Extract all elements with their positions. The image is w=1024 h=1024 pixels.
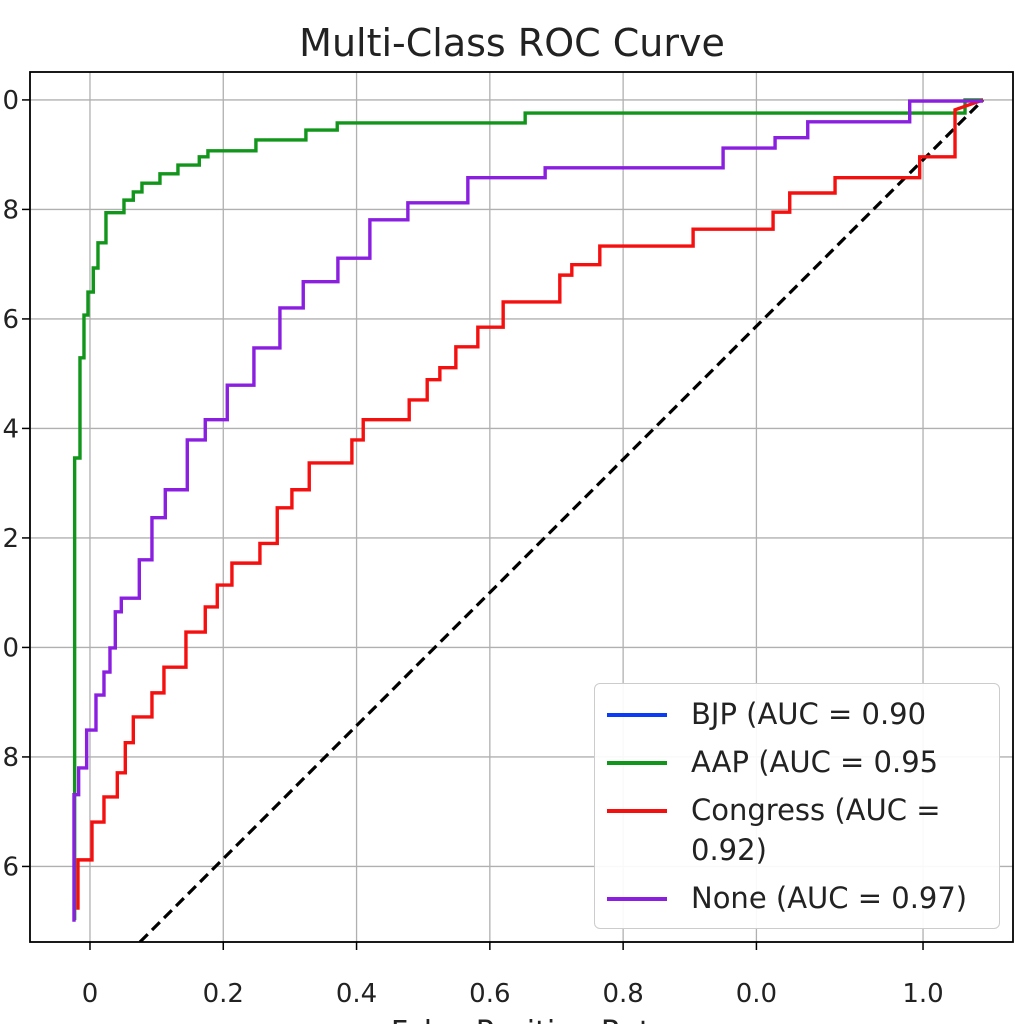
x-tick-label: 0.8	[602, 979, 643, 1009]
chart-title: Multi-Class ROC Curve	[299, 21, 725, 65]
x-axis-label: False Positive Rete	[391, 1015, 669, 1024]
legend-swatch	[607, 713, 667, 717]
roc-curve	[72, 98, 984, 921]
legend-entry: AAP (AUC = 0.95	[595, 738, 999, 786]
legend-swatch	[607, 897, 667, 901]
y-tick-label: 2	[2, 524, 19, 554]
y-tick-label: 0	[2, 633, 19, 663]
plot-area	[72, 98, 985, 942]
y-tick-label: 0	[2, 86, 19, 116]
roc-curve	[76, 98, 984, 910]
legend-label: None (AUC = 0.97)	[691, 881, 968, 915]
legend-entry: BJP (AUC = 0.90	[595, 690, 999, 738]
y-tick-label: 8	[2, 195, 19, 225]
x-tick-label: 0.4	[336, 979, 377, 1009]
axes-frame	[29, 71, 1014, 943]
legend-label: BJP (AUC = 0.90	[691, 697, 927, 731]
y-tick-label: 6	[2, 852, 19, 882]
legend-swatch	[607, 761, 667, 765]
legend-swatch	[607, 809, 667, 813]
x-tick-label: 0.6	[469, 979, 510, 1009]
y-tick-label: 8	[2, 743, 19, 773]
legend-entry: Congress (AUC = 0.92)	[595, 786, 999, 874]
x-tick-label: 0	[82, 979, 99, 1009]
y-tick-label: 4	[2, 414, 19, 444]
x-tick-label: 0.0	[736, 979, 777, 1009]
x-tick-label: 0.2	[203, 979, 244, 1009]
reference-line	[138, 98, 985, 942]
legend-label: Congress (AUC = 0.92)	[691, 793, 941, 867]
roc-curve	[72, 99, 984, 922]
y-tick-label: 6	[2, 305, 19, 335]
legend-label: AAP (AUC = 0.95	[691, 745, 939, 779]
legend: BJP (AUC = 0.90 AAP (AUC = 0.95 Congress (…	[594, 683, 1000, 929]
legend-entry: None (AUC = 0.97)	[595, 874, 999, 922]
x-tick-label: 1.0	[902, 979, 943, 1009]
